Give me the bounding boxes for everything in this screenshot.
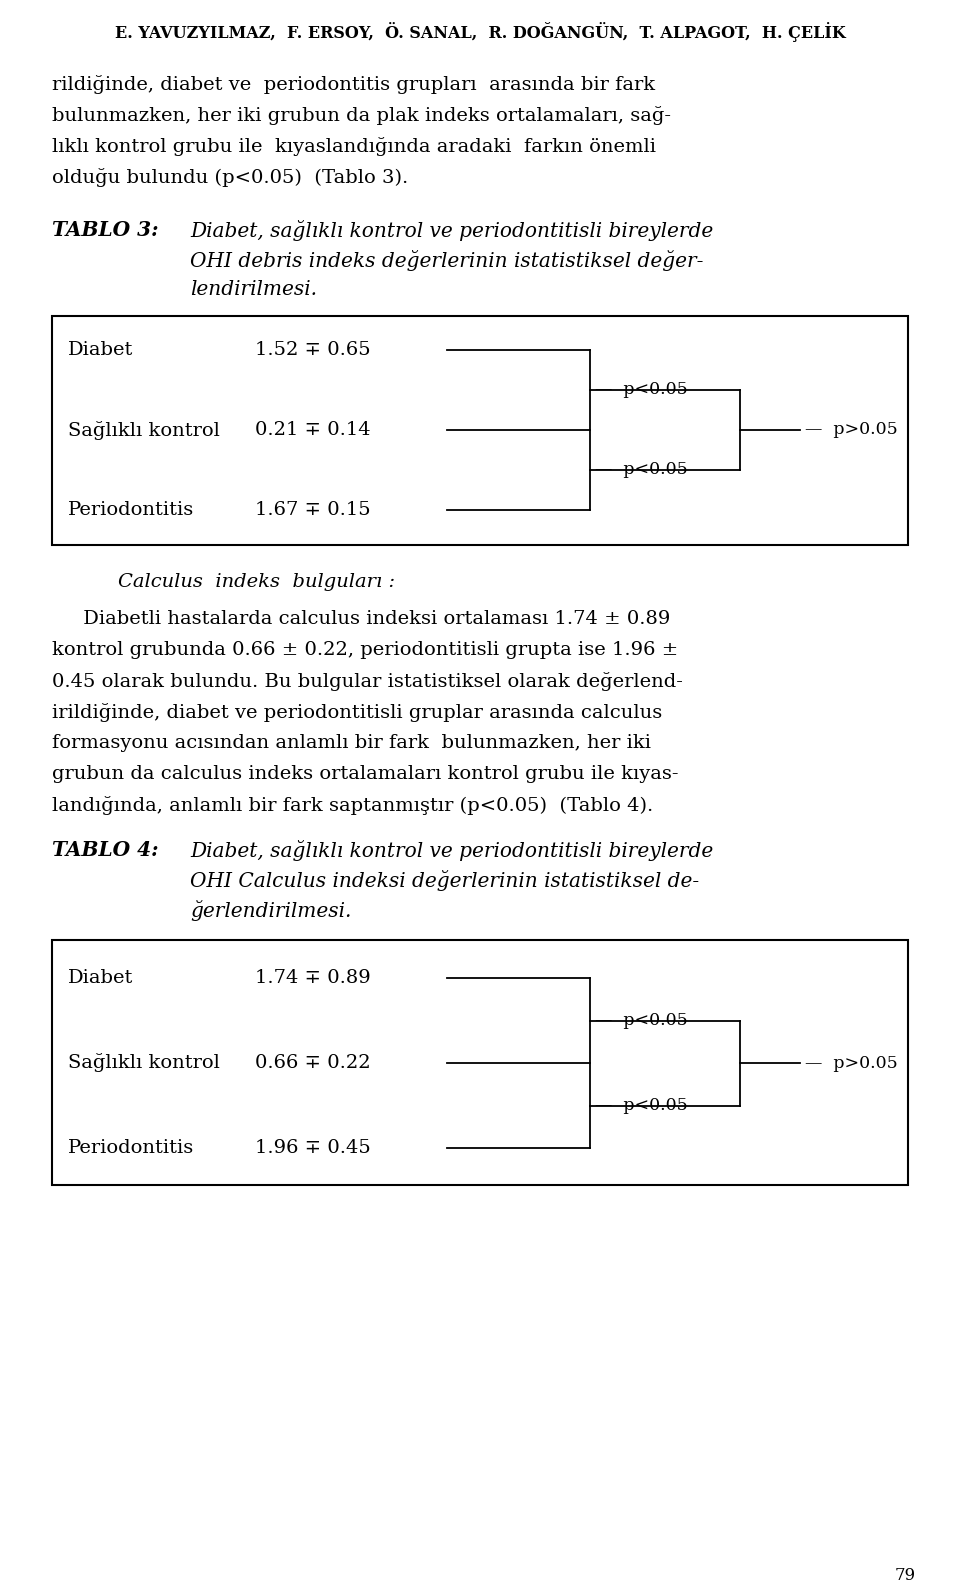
- Text: 1.52 ∓ 0.65: 1.52 ∓ 0.65: [255, 341, 371, 359]
- Text: TABLO 4:: TABLO 4:: [52, 840, 158, 860]
- Text: Periodontitis: Periodontitis: [68, 501, 194, 519]
- Text: grubun da calculus indeks ortalamaları kontrol grubu ile kıyas-: grubun da calculus indeks ortalamaları k…: [52, 765, 679, 782]
- Text: E. YAVUZYILMAZ,  F. ERSOY,  Ö. SANAL,  R. DOĞANGÜN,  T. ALPAGOT,  H. ÇELİK: E. YAVUZYILMAZ, F. ERSOY, Ö. SANAL, R. D…: [114, 22, 846, 41]
- Text: —  p>0.05: — p>0.05: [805, 422, 898, 438]
- Text: kontrol grubunda 0.66 ± 0.22, periodontitisli grupta ise 1.96 ±: kontrol grubunda 0.66 ± 0.22, periodonti…: [52, 641, 679, 659]
- Text: —  p<0.05: — p<0.05: [595, 381, 687, 398]
- Text: irildiğinde, diabet ve periodontitisli gruplar arasında calculus: irildiğinde, diabet ve periodontitisli g…: [52, 703, 662, 722]
- Text: Calculus  indeks  bulguları :: Calculus indeks bulguları :: [118, 573, 396, 590]
- Text: 0.45 olarak bulundu. Bu bulgular istatistiksel olarak değerlend-: 0.45 olarak bulundu. Bu bulgular istatis…: [52, 671, 683, 690]
- Text: —  p>0.05: — p>0.05: [805, 1054, 898, 1071]
- Text: OHI debris indeks değerlerinin istatistiksel değer-: OHI debris indeks değerlerinin istatisti…: [190, 251, 704, 271]
- Text: 79: 79: [895, 1566, 916, 1584]
- Text: Diabet, sağlıklı kontrol ve periodontitisli bireylerde: Diabet, sağlıklı kontrol ve periodontiti…: [190, 840, 713, 862]
- Text: bulunmazken, her iki grubun da plak indeks ortalamaları, sağ-: bulunmazken, her iki grubun da plak inde…: [52, 106, 671, 125]
- Text: lıklı kontrol grubu ile  kıyaslandığında aradaki  farkın önemli: lıklı kontrol grubu ile kıyaslandığında …: [52, 136, 656, 156]
- Text: 1.67 ∓ 0.15: 1.67 ∓ 0.15: [255, 501, 371, 519]
- Text: 1.74 ∓ 0.89: 1.74 ∓ 0.89: [255, 970, 371, 987]
- Text: Diabet: Diabet: [68, 970, 133, 987]
- Text: OHI Calculus indeksi değerlerinin istatistiksel de-: OHI Calculus indeksi değerlerinin istati…: [190, 870, 699, 890]
- Text: Diabetli hastalarda calculus indeksi ortalaması 1.74 ± 0.89: Diabetli hastalarda calculus indeksi ort…: [52, 609, 670, 628]
- Text: rildiğinde, diabet ve  periodontitis grupları  arasında bir fark: rildiğinde, diabet ve periodontitis grup…: [52, 75, 655, 94]
- Text: —  p<0.05: — p<0.05: [595, 1097, 687, 1114]
- Text: —  p<0.05: — p<0.05: [595, 462, 687, 479]
- Text: Sağlıklı kontrol: Sağlıklı kontrol: [68, 421, 220, 440]
- Bar: [52, 940, 908, 1185]
- Text: Periodontitis: Periodontitis: [68, 1139, 194, 1157]
- Text: TABLO 3:: TABLO 3:: [52, 221, 158, 240]
- Text: landığında, anlamlı bir fark saptanmıştır (p<0.05)  (Tablo 4).: landığında, anlamlı bir fark saptanmıştı…: [52, 797, 653, 816]
- Text: formasyonu acısından anlamlı bir fark  bulunmazken, her iki: formasyonu acısından anlamlı bir fark bu…: [52, 735, 651, 752]
- Text: Diabet: Diabet: [68, 341, 133, 359]
- Text: —  p<0.05: — p<0.05: [595, 1013, 687, 1028]
- Text: ğerlendirilmesi.: ğerlendirilmesi.: [190, 900, 351, 920]
- Text: 0.21 ∓ 0.14: 0.21 ∓ 0.14: [255, 421, 371, 440]
- Text: Diabet, sağlıklı kontrol ve periodontitisli bireylerde: Diabet, sağlıklı kontrol ve periodontiti…: [190, 221, 713, 241]
- Text: olduğu bulundu (p<0.05)  (Tablo 3).: olduğu bulundu (p<0.05) (Tablo 3).: [52, 168, 408, 187]
- Text: 0.66 ∓ 0.22: 0.66 ∓ 0.22: [255, 1054, 371, 1071]
- Text: Sağlıklı kontrol: Sağlıklı kontrol: [68, 1054, 220, 1073]
- Text: 1.96 ∓ 0.45: 1.96 ∓ 0.45: [255, 1139, 371, 1157]
- Bar: [52, 316, 908, 544]
- Text: lendirilmesi.: lendirilmesi.: [190, 279, 317, 298]
